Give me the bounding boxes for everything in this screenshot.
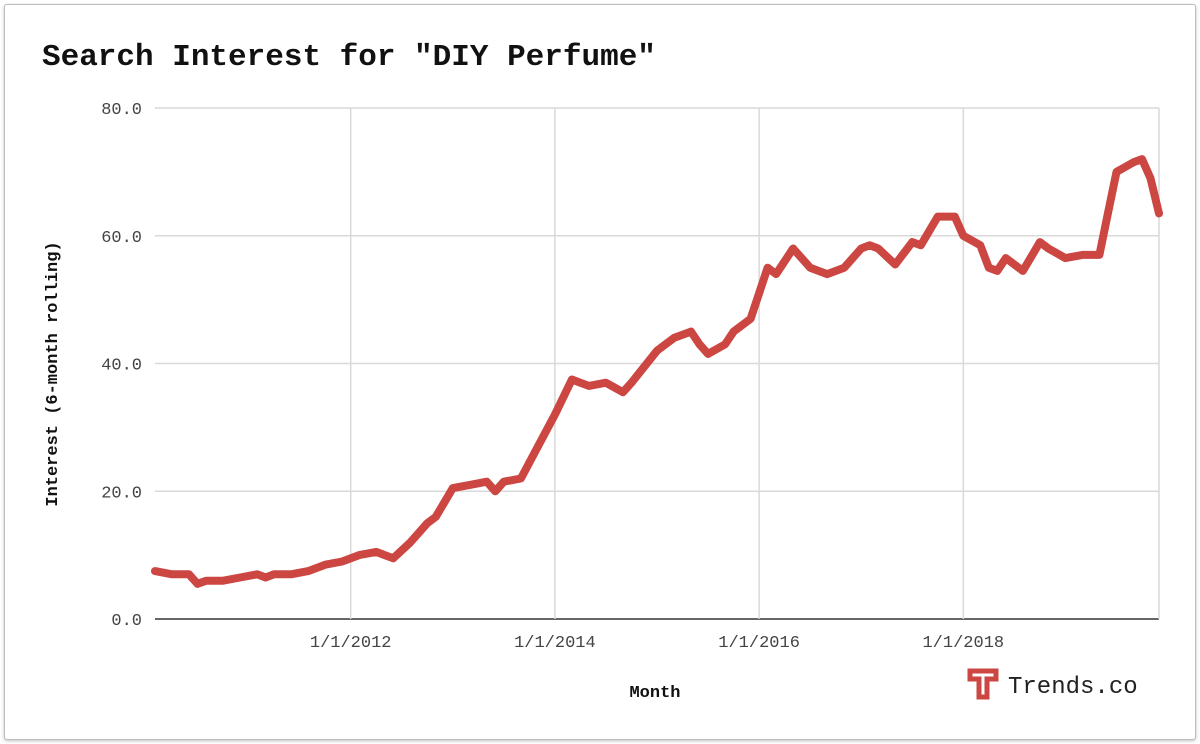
- x-tick-label: 1/1/2018: [922, 634, 1004, 653]
- x-axis-label: Month: [629, 684, 680, 703]
- y-tick-label: 0.0: [111, 612, 142, 631]
- series-line: [151, 155, 1163, 588]
- y-tick-label: 40.0: [101, 357, 142, 376]
- chart-card: [4, 4, 1196, 740]
- trends-logo-icon: [967, 668, 999, 700]
- x-tick-label: 1/1/2016: [718, 634, 800, 653]
- chart-title: Search Interest for "DIY Perfume": [42, 40, 656, 75]
- y-tick-label: 20.0: [101, 484, 142, 503]
- x-tick-label: 1/1/2012: [310, 634, 392, 653]
- y-axis-label: Interest (6-month rolling): [44, 241, 63, 506]
- y-axis-ticks: 0.0 20.0 40.0 60.0 80.0: [101, 101, 142, 631]
- x-tick-label: 1/1/2014: [514, 634, 596, 653]
- y-tick-label: 80.0: [101, 101, 142, 120]
- trends-logo: Trends.co: [967, 668, 1138, 701]
- x-axis-ticks: 1/1/2012 1/1/2014 1/1/2016 1/1/2018: [310, 634, 1004, 653]
- y-tick-label: 60.0: [101, 229, 142, 248]
- brand-name: Trends.co: [1008, 674, 1138, 701]
- gridlines: [155, 107, 1160, 620]
